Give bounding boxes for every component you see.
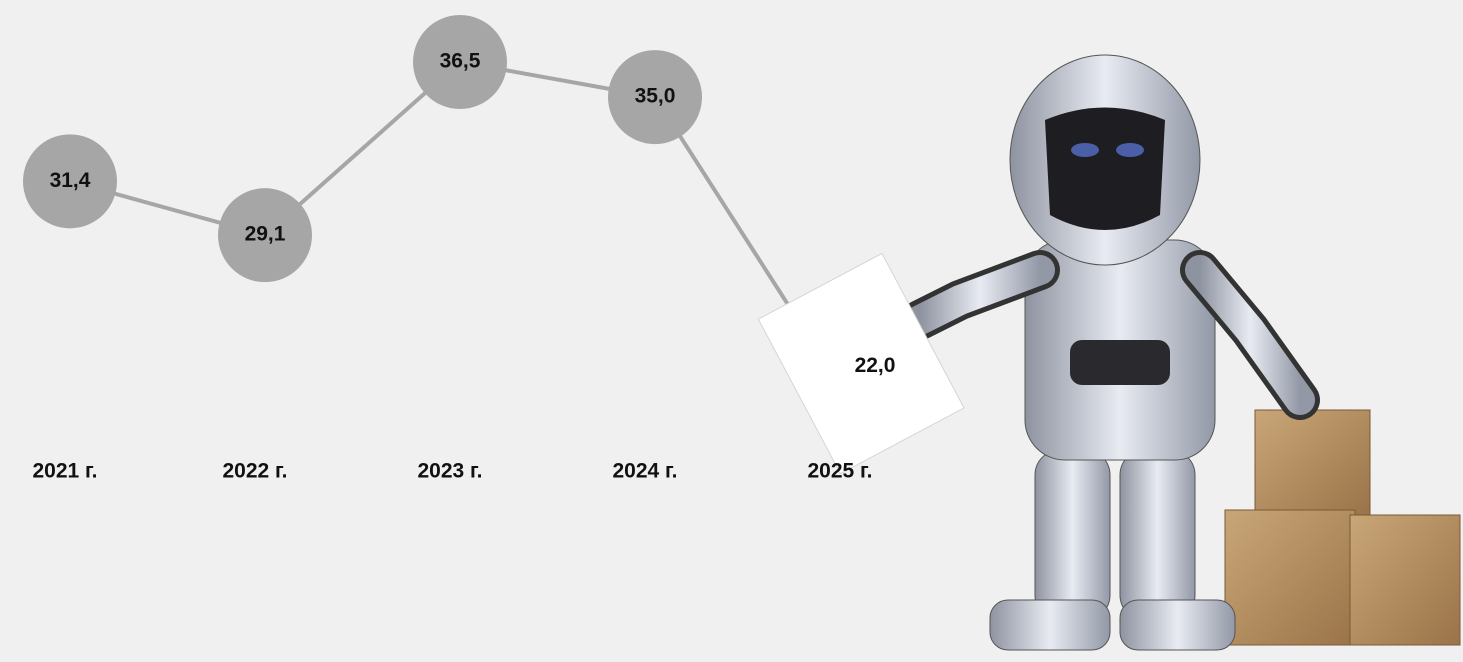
value-label: 36,5: [440, 50, 481, 73]
x-tick-label: 2024 г.: [612, 460, 677, 483]
x-tick-label: 2022 г.: [222, 460, 287, 483]
value-label: 22,0: [855, 354, 896, 377]
x-tick-label: 2025 г.: [807, 460, 872, 483]
value-label: 35,0: [635, 85, 676, 108]
x-tick-label: 2023 г.: [417, 460, 482, 483]
robot-illustration: [920, 55, 1460, 650]
slide: 31,4 2021 г. 29,1 2022 г. 36,5 2023 г. 35,0 202…: [0, 0, 1463, 657]
line: [70, 62, 850, 401]
x-tick-label: 2021 г.: [32, 460, 97, 483]
value-label: 29,1: [245, 223, 286, 246]
value-label: 31,4: [50, 169, 91, 192]
